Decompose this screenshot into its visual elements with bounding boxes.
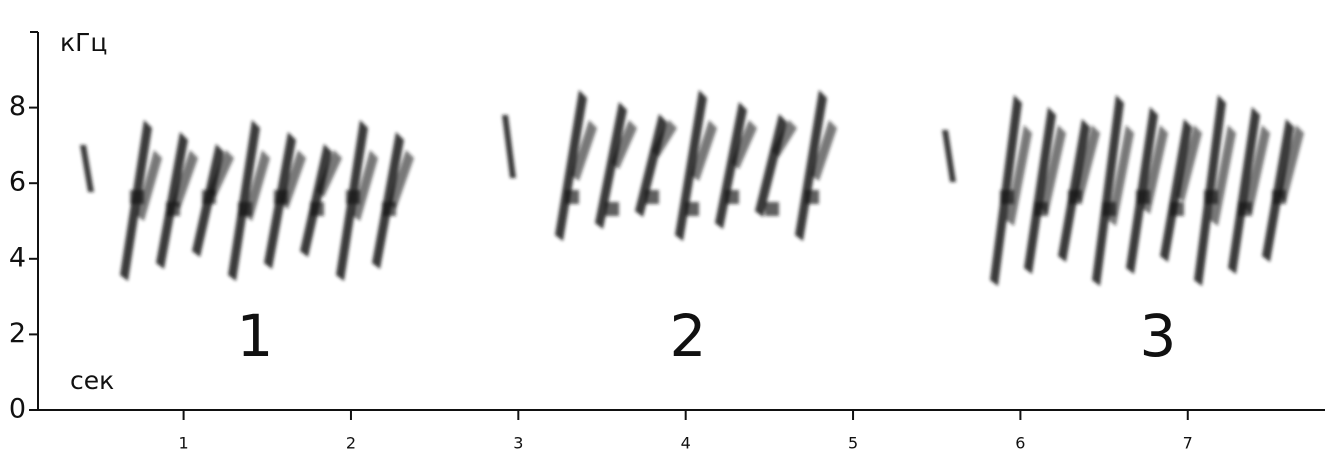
y-tick-label: 6 bbox=[9, 167, 26, 198]
syllable-blob bbox=[565, 190, 579, 204]
section-label: 1 bbox=[237, 302, 274, 370]
syllable-blob bbox=[1000, 190, 1014, 204]
isolated-note bbox=[80, 145, 94, 192]
section-label: 2 bbox=[670, 302, 707, 370]
syllable-blob bbox=[1068, 190, 1082, 204]
syllable-stroke bbox=[1228, 107, 1260, 274]
syllable-blob bbox=[685, 202, 699, 216]
syllable-stroke bbox=[731, 120, 757, 169]
syllable-stroke bbox=[571, 120, 597, 181]
syllable-stroke bbox=[755, 114, 787, 217]
y-unit-label: кГц bbox=[60, 28, 107, 57]
syllable-blob bbox=[1136, 190, 1150, 204]
syllable-stroke bbox=[300, 144, 332, 257]
syllable-blob bbox=[166, 202, 180, 216]
syllable-blob bbox=[645, 190, 659, 204]
x-tick-label: 4 bbox=[681, 434, 691, 453]
syllable-stroke bbox=[228, 120, 260, 281]
syllable-stroke bbox=[1040, 125, 1066, 214]
x-tick-label: 1 bbox=[179, 434, 189, 453]
syllable-stroke bbox=[675, 90, 707, 241]
syllable-stroke bbox=[1244, 125, 1270, 214]
spectrogram-image bbox=[80, 90, 1304, 286]
syllable-blob bbox=[382, 202, 396, 216]
syllable-stroke bbox=[691, 120, 717, 181]
syllable-stroke bbox=[555, 90, 587, 241]
isolated-note bbox=[942, 130, 956, 182]
x-tick-label: 2 bbox=[346, 434, 356, 453]
syllable-stroke bbox=[715, 102, 747, 229]
syllable-stroke bbox=[595, 102, 627, 229]
syllable-blob bbox=[1272, 190, 1286, 204]
syllable-blob bbox=[1034, 202, 1048, 216]
syllable-blob bbox=[274, 190, 288, 204]
x-tick-label: 3 bbox=[513, 434, 523, 453]
syllable-stroke bbox=[1108, 125, 1134, 226]
section-label: 3 bbox=[1140, 302, 1177, 370]
syllable-stroke bbox=[172, 150, 198, 209]
syllable-blob bbox=[202, 190, 216, 204]
syllable-blob bbox=[605, 202, 619, 216]
x-unit-label: сек bbox=[70, 366, 114, 395]
isolated-note bbox=[502, 115, 516, 178]
x-tick-label: 6 bbox=[1015, 434, 1025, 453]
syllable-stroke bbox=[651, 120, 677, 157]
syllable-blob bbox=[1102, 202, 1116, 216]
syllable-stroke bbox=[372, 132, 404, 269]
syllable-stroke bbox=[771, 120, 797, 157]
y-tick-label: 8 bbox=[9, 91, 26, 122]
syllable-blob bbox=[725, 190, 739, 204]
y-tick-label: 0 bbox=[9, 394, 26, 425]
syllable-stroke bbox=[1024, 107, 1056, 274]
syllable-blob bbox=[1238, 202, 1252, 216]
syllable-stroke bbox=[1176, 125, 1202, 202]
syllable-stroke bbox=[1278, 125, 1304, 202]
syllable-stroke bbox=[611, 120, 637, 169]
syllable-blob bbox=[1204, 190, 1218, 204]
x-tick-label: 7 bbox=[1183, 434, 1193, 453]
syllable-blob bbox=[310, 202, 324, 216]
syllable-blob bbox=[130, 190, 144, 204]
syllable-stroke bbox=[795, 90, 827, 241]
syllable-blob bbox=[238, 202, 252, 216]
syllable-stroke bbox=[156, 132, 188, 269]
y-tick-label: 2 bbox=[9, 318, 26, 349]
syllable-stroke bbox=[1092, 95, 1124, 286]
syllable-blob bbox=[805, 190, 819, 204]
y-tick-label: 4 bbox=[9, 242, 26, 273]
syllable-stroke bbox=[388, 150, 414, 209]
syllable-blob bbox=[346, 190, 360, 204]
syllable-stroke bbox=[811, 120, 837, 181]
syllable-stroke bbox=[316, 150, 342, 197]
x-tick-label: 5 bbox=[848, 434, 858, 453]
syllable-stroke bbox=[1160, 119, 1192, 262]
syllable-blob bbox=[1170, 202, 1184, 216]
syllable-stroke bbox=[208, 150, 234, 197]
syllable-stroke bbox=[1074, 125, 1100, 202]
syllable-blob bbox=[765, 202, 779, 216]
